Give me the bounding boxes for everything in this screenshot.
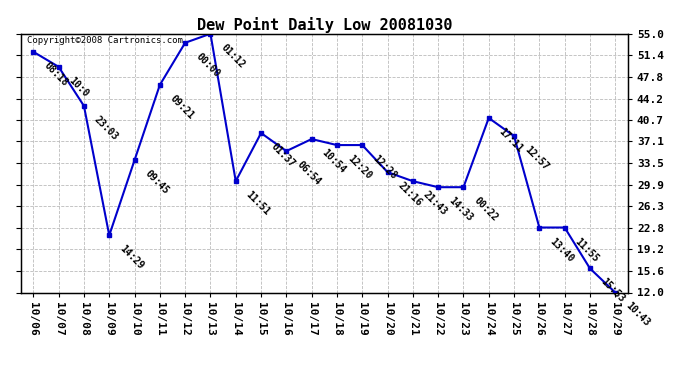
Text: 23:03: 23:03	[92, 114, 120, 142]
Text: 06:54: 06:54	[295, 159, 322, 187]
Text: 21:43: 21:43	[421, 189, 449, 217]
Text: 15:53: 15:53	[598, 277, 626, 304]
Title: Dew Point Daily Low 20081030: Dew Point Daily Low 20081030	[197, 16, 452, 33]
Text: 10:54: 10:54	[320, 147, 348, 175]
Text: 11:51: 11:51	[244, 189, 272, 217]
Text: 00:00: 00:00	[193, 51, 221, 79]
Text: 01:37: 01:37	[269, 141, 297, 169]
Text: 11:55: 11:55	[573, 236, 601, 264]
Text: 13:40: 13:40	[548, 236, 575, 264]
Text: 01:12: 01:12	[219, 42, 246, 70]
Text: 09:21: 09:21	[168, 93, 196, 121]
Text: 12:28: 12:28	[371, 153, 398, 181]
Text: 08:18: 08:18	[41, 60, 70, 88]
Text: 10:0: 10:0	[67, 75, 90, 99]
Text: 12:57: 12:57	[522, 144, 550, 172]
Text: 21:16: 21:16	[396, 180, 424, 209]
Text: 14:29: 14:29	[117, 244, 146, 272]
Text: 12:20: 12:20	[345, 153, 373, 181]
Text: 09:45: 09:45	[143, 168, 170, 196]
Text: 10:43: 10:43	[624, 301, 651, 328]
Text: 14:33: 14:33	[446, 195, 474, 223]
Text: 00:22: 00:22	[472, 195, 500, 223]
Text: Copyright©2008 Cartronics.com: Copyright©2008 Cartronics.com	[27, 36, 183, 45]
Text: 17:11: 17:11	[497, 126, 525, 154]
